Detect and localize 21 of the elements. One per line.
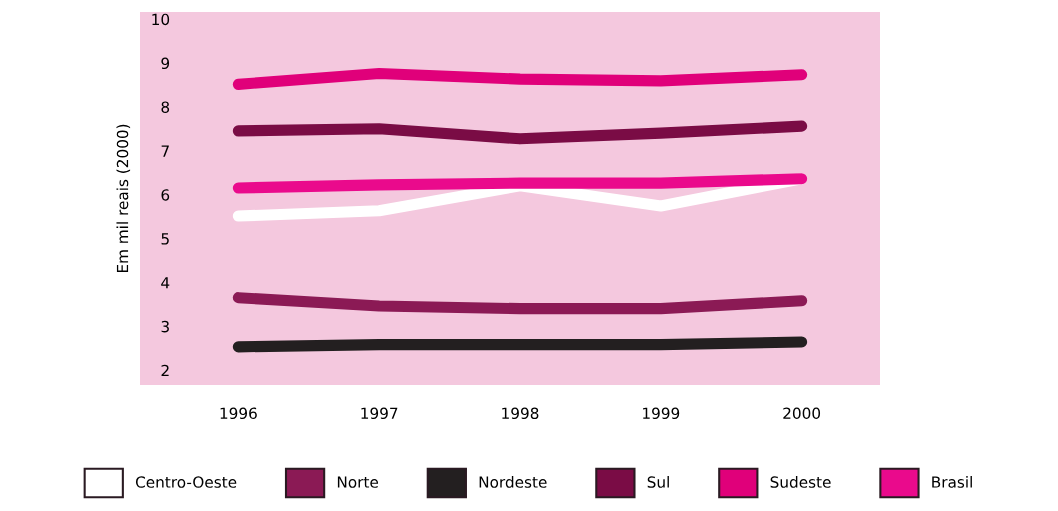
legend-label: Centro-Oeste — [135, 476, 237, 488]
x-tick-label: 1998 — [502, 407, 539, 420]
legend-label: Sudeste — [770, 476, 831, 488]
y-tick-label: 3 — [161, 320, 169, 333]
x-tick-label: 1997 — [361, 407, 398, 420]
legend-label: Nordeste — [479, 476, 547, 488]
legend-label: Norte — [337, 476, 379, 488]
x-tick-label: 2000 — [783, 407, 821, 420]
y-tick-label: 4 — [161, 277, 170, 289]
x-tick-label: 1996 — [220, 407, 257, 420]
x-tick-label: 1999 — [643, 407, 680, 420]
y-tick-label: 7 — [161, 145, 169, 157]
y-tick-label: 8 — [161, 101, 170, 113]
y-tick-label: 5 — [161, 233, 169, 245]
y-tick-label: 6 — [161, 189, 170, 201]
y-tick-label: 2 — [161, 364, 169, 377]
y-tick-label: 10 — [152, 13, 170, 26]
y-axis-title: Em mil reais (2000) — [116, 124, 131, 273]
y-tick-label: 9 — [161, 57, 170, 70]
legend-label: Brasil — [932, 476, 972, 488]
legend-label: Sul — [647, 476, 669, 488]
